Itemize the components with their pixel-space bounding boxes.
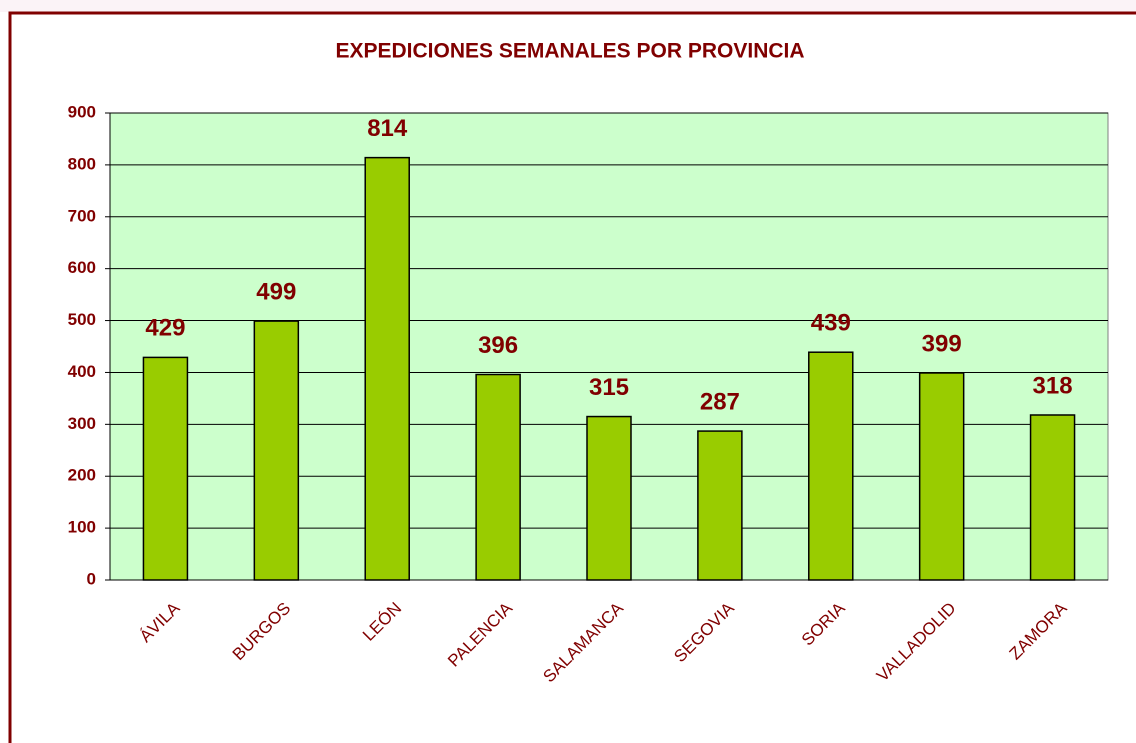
y-tick-label: 700 (68, 206, 96, 225)
value-label: 429 (145, 315, 185, 342)
value-label: 814 (367, 115, 408, 142)
value-label: 439 (811, 310, 851, 337)
value-label: 396 (478, 332, 518, 359)
bar (253, 320, 300, 581)
y-tick-label: 0 (87, 569, 96, 588)
bar (475, 373, 521, 581)
y-tick-label: 800 (68, 154, 96, 173)
y-tick-label: 300 (68, 414, 96, 433)
bar (586, 415, 632, 581)
bar (142, 356, 189, 581)
value-label: 287 (700, 388, 740, 415)
value-label: 399 (922, 330, 962, 357)
bar (918, 372, 965, 581)
y-tick-label: 600 (68, 258, 96, 277)
y-tick-label: 500 (68, 310, 96, 329)
y-tick-label: 100 (68, 518, 96, 537)
bar (364, 156, 410, 581)
bar (697, 430, 743, 581)
chart-title: EXPEDICIONES SEMANALES POR PROVINCIA (335, 40, 804, 63)
value-label: 315 (589, 374, 629, 401)
y-tick-label: 200 (68, 466, 96, 485)
y-tick-label: 400 (68, 362, 96, 381)
bar (808, 351, 854, 581)
top-strip (0, 0, 1136, 12)
bar (1029, 414, 1076, 581)
value-label: 318 (1033, 372, 1073, 399)
value-label: 499 (256, 278, 296, 305)
y-tick-label: 900 (68, 102, 96, 121)
